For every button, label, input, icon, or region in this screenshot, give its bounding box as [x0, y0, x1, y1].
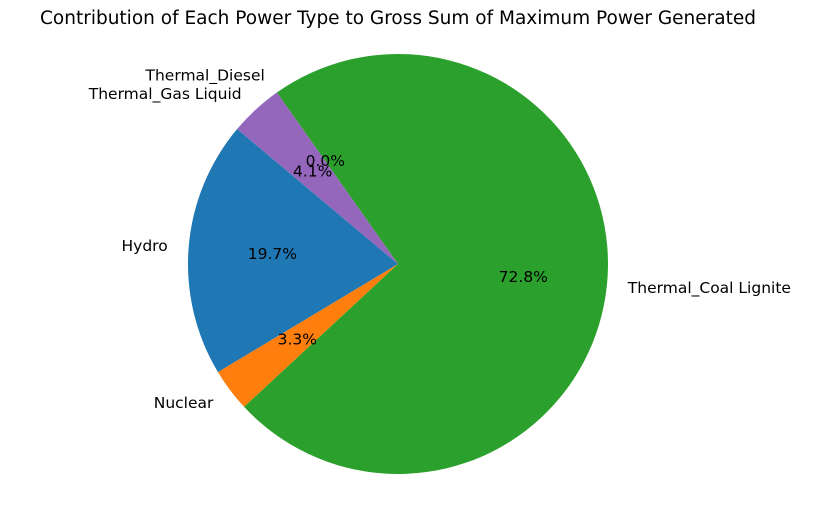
label-nuclear: Nuclear — [154, 394, 214, 412]
label-thermal-diesel: Thermal_Diesel — [145, 66, 265, 85]
slice-thermal-coal-lignite — [244, 53, 608, 474]
pct-thermal-coal-lignite: 72.8% — [499, 268, 548, 286]
label-thermal-gas-liquid: Thermal_Gas Liquid — [88, 85, 242, 104]
slice-nuclear — [217, 264, 398, 407]
pie-labels: Hydro 19.7% Nuclear 3.3% Thermal_Coal Lignit… — [88, 66, 791, 412]
chart-title: Contribution of Each Power Type to Gross… — [40, 8, 756, 29]
slice-hydro — [187, 129, 398, 373]
pie-slices — [187, 53, 608, 474]
pct-nuclear: 3.3% — [278, 331, 317, 349]
slice-thermal-gas-liquid — [237, 92, 398, 264]
pct-hydro: 19.7% — [248, 245, 297, 263]
label-thermal-coal-lignite: Thermal_Coal Lignite — [627, 279, 791, 298]
label-hydro: Hydro — [122, 237, 168, 255]
pct-thermal-diesel: 0.0% — [306, 152, 345, 170]
pct-thermal-gas-liquid: 4.1% — [293, 162, 332, 180]
